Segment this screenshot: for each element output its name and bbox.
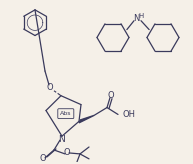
Text: N: N [133, 14, 139, 23]
Text: H: H [138, 13, 144, 19]
Polygon shape [79, 115, 94, 123]
Text: OH: OH [123, 110, 136, 119]
Text: O: O [40, 154, 46, 163]
Text: O: O [108, 91, 114, 100]
Text: O: O [64, 148, 70, 157]
Text: Abs: Abs [60, 111, 72, 116]
Text: N: N [59, 135, 65, 144]
Text: O: O [47, 83, 53, 92]
FancyBboxPatch shape [58, 109, 74, 119]
